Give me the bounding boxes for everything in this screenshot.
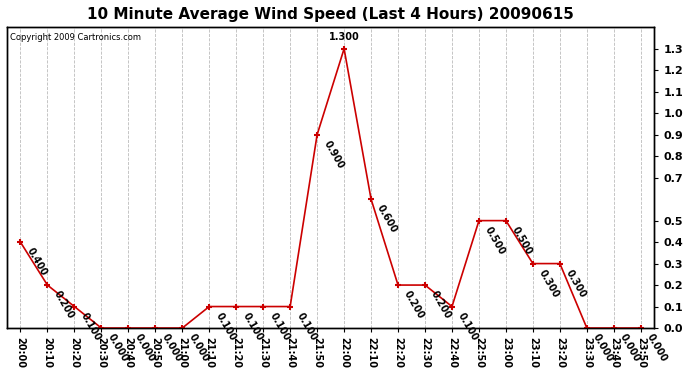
Text: 0.500: 0.500 — [510, 225, 534, 256]
Text: 1.300: 1.300 — [328, 32, 359, 42]
Title: 10 Minute Average Wind Speed (Last 4 Hours) 20090615: 10 Minute Average Wind Speed (Last 4 Hou… — [87, 7, 574, 22]
Text: 0.400: 0.400 — [25, 246, 48, 278]
Text: 0.300: 0.300 — [564, 268, 588, 299]
Text: 0.200: 0.200 — [429, 289, 453, 321]
Text: 0.100: 0.100 — [213, 311, 237, 342]
Text: 0.000: 0.000 — [618, 332, 642, 364]
Text: 0.000: 0.000 — [132, 332, 157, 364]
Text: 0.000: 0.000 — [645, 332, 669, 364]
Text: 0.300: 0.300 — [537, 268, 561, 299]
Text: 0.100: 0.100 — [79, 311, 103, 342]
Text: 0.600: 0.600 — [375, 203, 400, 235]
Text: 0.000: 0.000 — [591, 332, 615, 364]
Text: 0.000: 0.000 — [106, 332, 130, 364]
Text: 0.100: 0.100 — [240, 311, 264, 342]
Text: 0.900: 0.900 — [322, 139, 345, 171]
Text: 0.100: 0.100 — [456, 311, 480, 342]
Text: 0.100: 0.100 — [295, 311, 318, 342]
Text: 0.200: 0.200 — [52, 289, 76, 321]
Text: 0.100: 0.100 — [267, 311, 291, 342]
Text: Copyright 2009 Cartronics.com: Copyright 2009 Cartronics.com — [10, 33, 141, 42]
Text: 0.000: 0.000 — [186, 332, 210, 364]
Text: 0.000: 0.000 — [159, 332, 184, 364]
Text: 0.200: 0.200 — [402, 289, 426, 321]
Text: 0.500: 0.500 — [483, 225, 507, 256]
